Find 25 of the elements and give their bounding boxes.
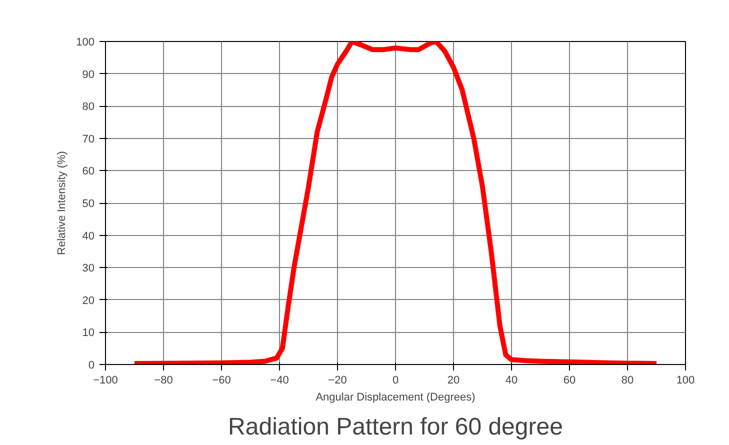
y-tick-label: 70 [82, 133, 95, 146]
x-tick-label: −20 [328, 374, 347, 386]
x-tick-label: 40 [505, 374, 518, 386]
y-tick-label: 10 [82, 327, 95, 340]
y-tick-label: 40 [82, 230, 95, 242]
y-tick-label: 30 [82, 262, 95, 275]
x-tick-label: 60 [563, 374, 576, 386]
x-tick-label: −40 [270, 374, 289, 386]
y-tick-label: 60 [82, 166, 95, 178]
x-axis-title: Angular Displacement (Degrees) [316, 392, 476, 404]
y-tick-label: 0 [88, 360, 95, 372]
x-tick-label: −80 [154, 374, 173, 386]
x-tick-label: 80 [621, 374, 634, 386]
y-tick-label: 20 [82, 294, 95, 307]
y-tick-label: 90 [82, 68, 95, 81]
x-tick-label: −60 [212, 374, 231, 386]
x-tick-label: −100 [93, 374, 118, 386]
y-tick-label: 80 [82, 101, 95, 114]
x-tick-label: 100 [676, 374, 695, 386]
x-tick-label: 0 [392, 374, 399, 386]
y-tick-label: 100 [76, 36, 95, 48]
x-tick-label: 20 [447, 374, 460, 386]
text: Radiation Pattern for 60 degree [228, 414, 563, 440]
y-axis-title: Relative Intensity (%) [56, 151, 68, 255]
y-tick-label: 50 [82, 198, 95, 210]
